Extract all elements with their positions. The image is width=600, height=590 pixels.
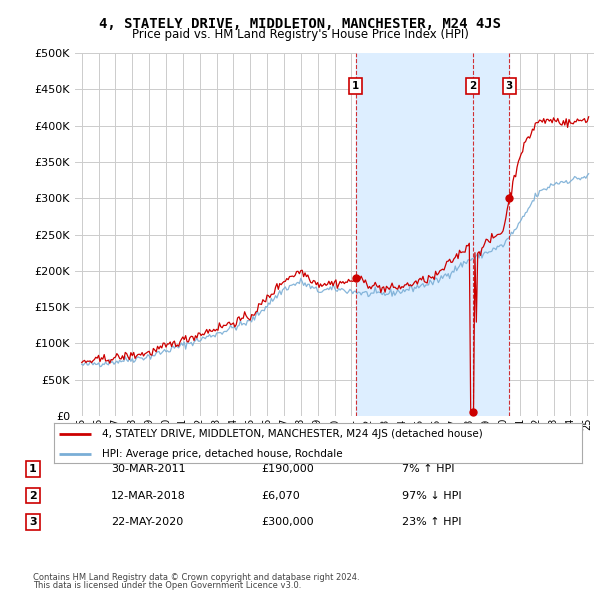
Text: 23% ↑ HPI: 23% ↑ HPI [402, 517, 461, 527]
Text: £6,070: £6,070 [261, 491, 300, 500]
Text: This data is licensed under the Open Government Licence v3.0.: This data is licensed under the Open Gov… [33, 581, 301, 590]
Text: 3: 3 [29, 517, 37, 527]
Text: 4, STATELY DRIVE, MIDDLETON, MANCHESTER, M24 4JS: 4, STATELY DRIVE, MIDDLETON, MANCHESTER,… [99, 17, 501, 31]
Bar [356, 53, 509, 416]
Text: 7% ↑ HPI: 7% ↑ HPI [402, 464, 455, 474]
Text: 4, STATELY DRIVE, MIDDLETON, MANCHESTER, M24 4JS (detached house): 4, STATELY DRIVE, MIDDLETON, MANCHESTER,… [101, 430, 482, 440]
Text: 2: 2 [469, 81, 476, 91]
Text: 97% ↓ HPI: 97% ↓ HPI [402, 491, 461, 500]
Text: 1: 1 [29, 464, 37, 474]
Text: £300,000: £300,000 [261, 517, 314, 527]
Text: 22-MAY-2020: 22-MAY-2020 [111, 517, 183, 527]
Text: 1: 1 [352, 81, 359, 91]
Text: Price paid vs. HM Land Registry's House Price Index (HPI): Price paid vs. HM Land Registry's House … [131, 28, 469, 41]
Text: HPI: Average price, detached house, Rochdale: HPI: Average price, detached house, Roch… [101, 450, 342, 460]
Text: 2: 2 [29, 491, 37, 500]
Text: Contains HM Land Registry data © Crown copyright and database right 2024.: Contains HM Land Registry data © Crown c… [33, 572, 359, 582]
Text: 3: 3 [506, 81, 513, 91]
Text: 12-MAR-2018: 12-MAR-2018 [111, 491, 186, 500]
Text: £190,000: £190,000 [261, 464, 314, 474]
Text: 30-MAR-2011: 30-MAR-2011 [111, 464, 185, 474]
